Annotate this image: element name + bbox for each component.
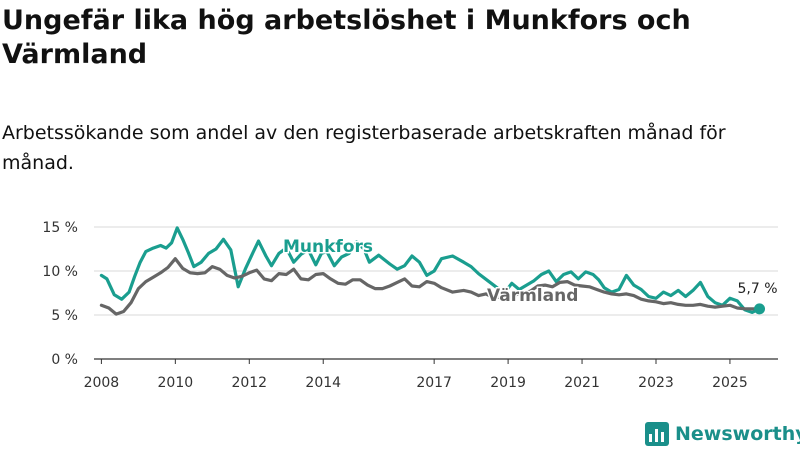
x-tick-label-2008: 2008 xyxy=(84,375,120,391)
series-line-munkfors xyxy=(99,226,762,314)
y-axis-ticks: 0 % 5 % 10 % 15 % xyxy=(42,220,78,368)
x-tick-label-2021: 2021 xyxy=(564,375,600,391)
end-value-label: 5,7 % xyxy=(737,281,777,297)
x-tick-label-2023: 2023 xyxy=(638,375,674,391)
chart-title: Ungefär lika hög arbetslöshet i Munkfors… xyxy=(2,5,691,70)
chart-subtitle: Arbetssökande som andel av den registerb… xyxy=(2,122,726,174)
x-tick-label-2010: 2010 xyxy=(158,375,194,391)
series-lines xyxy=(99,226,762,316)
y-tick-label-0: 0 % xyxy=(51,352,78,368)
brand-logo: Newsworthy xyxy=(645,420,800,448)
series-labels: Munkfors Värmland 5,7 % xyxy=(282,236,778,315)
x-tick-label-2017: 2017 xyxy=(416,375,452,391)
y-tick-label-10: 10 % xyxy=(42,264,78,280)
series-line-vrmland xyxy=(99,257,762,316)
brand-name: Newsworthy xyxy=(675,423,800,445)
newsworthy-logo-icon xyxy=(645,422,669,446)
series-label-munkfors: Munkfors xyxy=(283,237,373,257)
x-axis-ticks: 2008 2010 2012 2014 2017 2019 2021 2023 2025 xyxy=(84,359,748,391)
x-tick-label-2025: 2025 xyxy=(712,375,748,391)
y-tick-label-15: 15 % xyxy=(42,220,78,236)
x-tick-label-2014: 2014 xyxy=(305,375,341,391)
x-tick-label-2012: 2012 xyxy=(231,375,267,391)
series-label-varmland: Värmland xyxy=(487,286,578,306)
x-tick-label-2019: 2019 xyxy=(490,375,526,391)
y-tick-label-5: 5 % xyxy=(51,308,78,324)
line-chart: 0 %5 %10 %15 % 2008 2010 2012 2014 2017 2019 2… xyxy=(42,220,778,391)
end-point-marker xyxy=(754,303,766,315)
